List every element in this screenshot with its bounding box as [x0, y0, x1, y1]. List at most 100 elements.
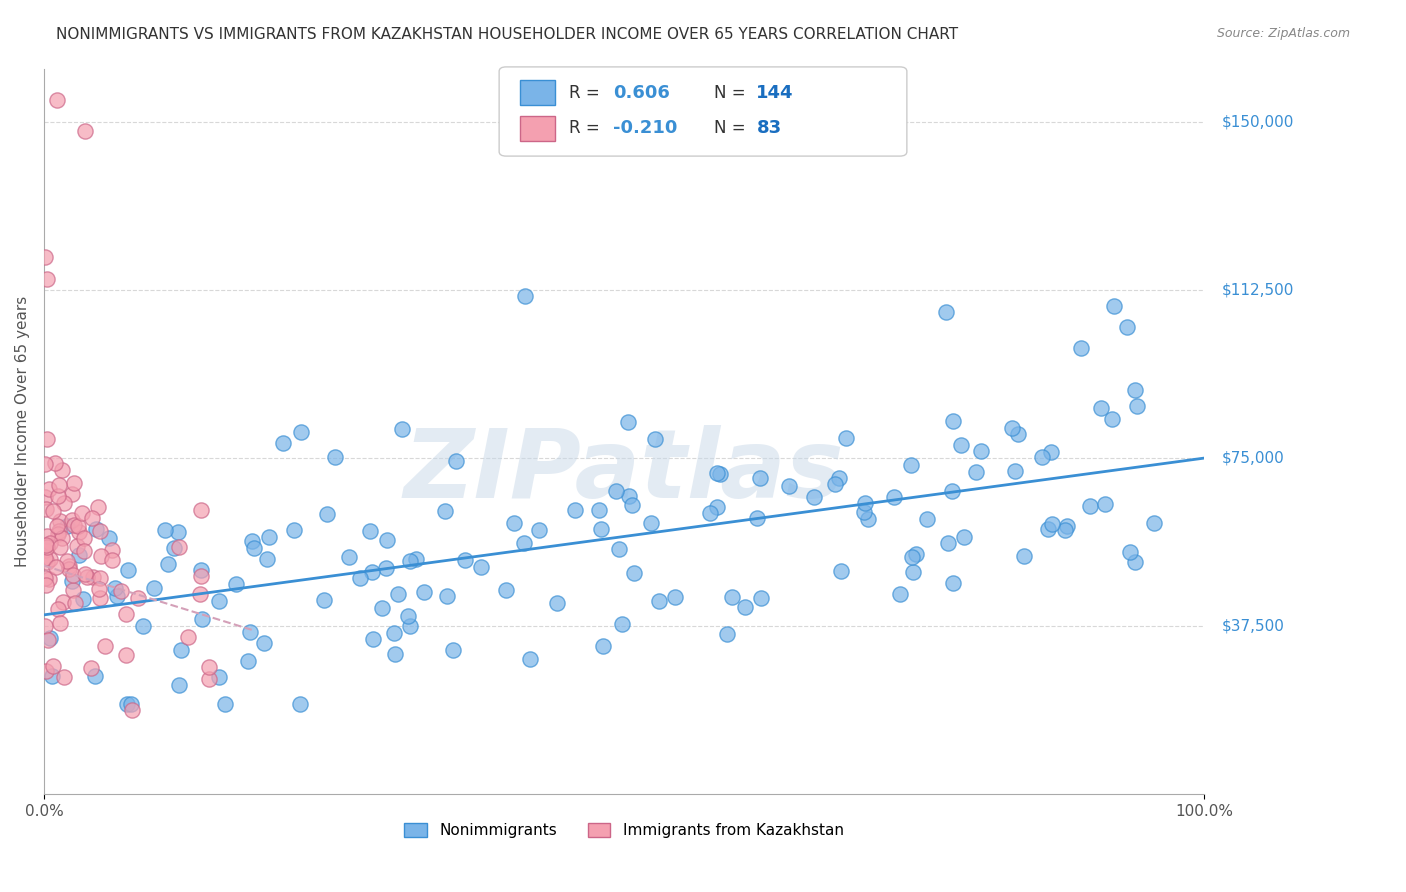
Text: 83: 83	[756, 120, 782, 137]
Point	[256, 552, 278, 566]
Point	[434, 504, 457, 518]
Point	[399, 619, 422, 633]
Point	[1040, 516, 1063, 531]
Point	[46, 526, 69, 541]
Point	[45, 93, 67, 107]
Point	[853, 504, 876, 518]
Point	[170, 643, 193, 657]
Point	[38, 572, 60, 586]
Point	[110, 584, 132, 599]
Point	[950, 438, 973, 452]
Point	[1090, 401, 1112, 416]
Point	[901, 565, 924, 579]
Point	[52, 670, 75, 684]
Point	[115, 698, 138, 712]
Point	[42, 658, 65, 673]
Point	[35, 433, 58, 447]
Text: 144: 144	[756, 84, 794, 102]
Text: N =: N =	[714, 84, 751, 102]
Point	[34, 250, 56, 264]
Point	[1001, 421, 1024, 435]
Text: ZIPatlas: ZIPatlas	[404, 425, 844, 518]
Point	[67, 525, 90, 540]
Point	[225, 577, 247, 591]
Point	[240, 534, 263, 549]
Point	[824, 476, 846, 491]
Point	[749, 471, 772, 485]
Point	[588, 503, 610, 517]
Point	[1143, 516, 1166, 530]
Point	[35, 538, 58, 552]
Point	[35, 501, 58, 516]
Point	[283, 523, 305, 537]
Point	[1036, 523, 1059, 537]
Point	[592, 639, 614, 653]
Point	[444, 454, 467, 468]
Point	[382, 626, 405, 640]
Point	[1123, 383, 1146, 397]
Point	[621, 498, 644, 512]
Point	[190, 563, 212, 577]
Point	[56, 519, 79, 533]
Point	[257, 530, 280, 544]
Point	[589, 522, 612, 536]
Point	[721, 590, 744, 604]
Point	[616, 415, 638, 429]
Point	[58, 559, 80, 574]
Point	[644, 432, 666, 446]
Text: N =: N =	[714, 120, 751, 137]
Point	[1123, 555, 1146, 569]
Point	[73, 543, 96, 558]
Point	[323, 450, 346, 464]
Point	[89, 591, 111, 605]
Point	[114, 607, 136, 621]
Point	[441, 643, 464, 657]
Point	[664, 590, 686, 604]
Point	[375, 561, 398, 575]
Point	[62, 574, 84, 589]
Point	[48, 524, 70, 538]
Point	[89, 582, 111, 596]
Point	[749, 591, 772, 606]
Point	[38, 482, 60, 496]
Point	[1119, 545, 1142, 559]
Point	[38, 535, 60, 549]
Point	[60, 486, 83, 500]
Point	[35, 529, 58, 543]
Point	[290, 698, 312, 712]
Point	[188, 587, 211, 601]
Point	[1056, 518, 1078, 533]
Point	[375, 533, 398, 547]
Point	[605, 484, 627, 499]
Point	[190, 569, 212, 583]
Point	[37, 272, 59, 286]
Point	[80, 660, 103, 674]
Point	[965, 465, 987, 479]
Point	[82, 569, 104, 583]
Point	[384, 647, 406, 661]
Point	[208, 594, 231, 608]
Text: NONIMMIGRANTS VS IMMIGRANTS FROM KAZAKHSTAN HOUSEHOLDER INCOME OVER 65 YEARS COR: NONIMMIGRANTS VS IMMIGRANTS FROM KAZAKHS…	[56, 27, 959, 42]
Point	[63, 596, 86, 610]
Point	[371, 601, 394, 615]
Point	[34, 457, 56, 471]
Point	[856, 512, 879, 526]
Point	[337, 550, 360, 565]
Point	[1031, 450, 1053, 465]
Point	[360, 566, 382, 580]
Point	[163, 541, 186, 555]
Point	[617, 489, 640, 503]
Point	[623, 566, 645, 581]
Point	[519, 651, 541, 665]
Point	[214, 698, 236, 712]
Point	[936, 535, 959, 549]
Point	[72, 506, 94, 520]
Point	[527, 523, 550, 537]
Point	[564, 503, 586, 517]
Point	[76, 569, 98, 583]
Point	[117, 563, 139, 577]
Point	[398, 554, 420, 568]
Point	[546, 596, 568, 610]
Point	[51, 462, 73, 476]
Point	[883, 490, 905, 504]
